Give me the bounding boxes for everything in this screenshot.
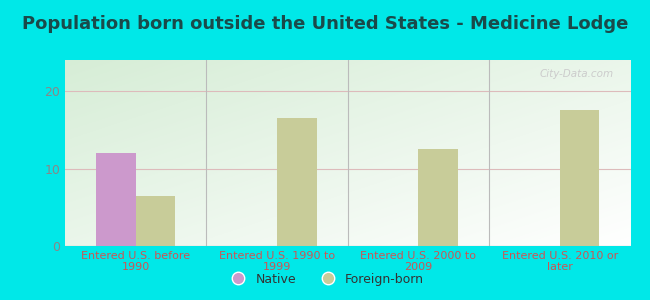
Legend: Native, Foreign-born: Native, Foreign-born	[221, 268, 429, 291]
Text: City-Data.com: City-Data.com	[540, 69, 614, 79]
Bar	[560, 110, 599, 246]
Bar	[96, 153, 136, 246]
Bar	[136, 196, 176, 246]
Bar	[277, 118, 317, 246]
Text: Population born outside the United States - Medicine Lodge: Population born outside the United State…	[22, 15, 628, 33]
Bar	[419, 149, 458, 246]
